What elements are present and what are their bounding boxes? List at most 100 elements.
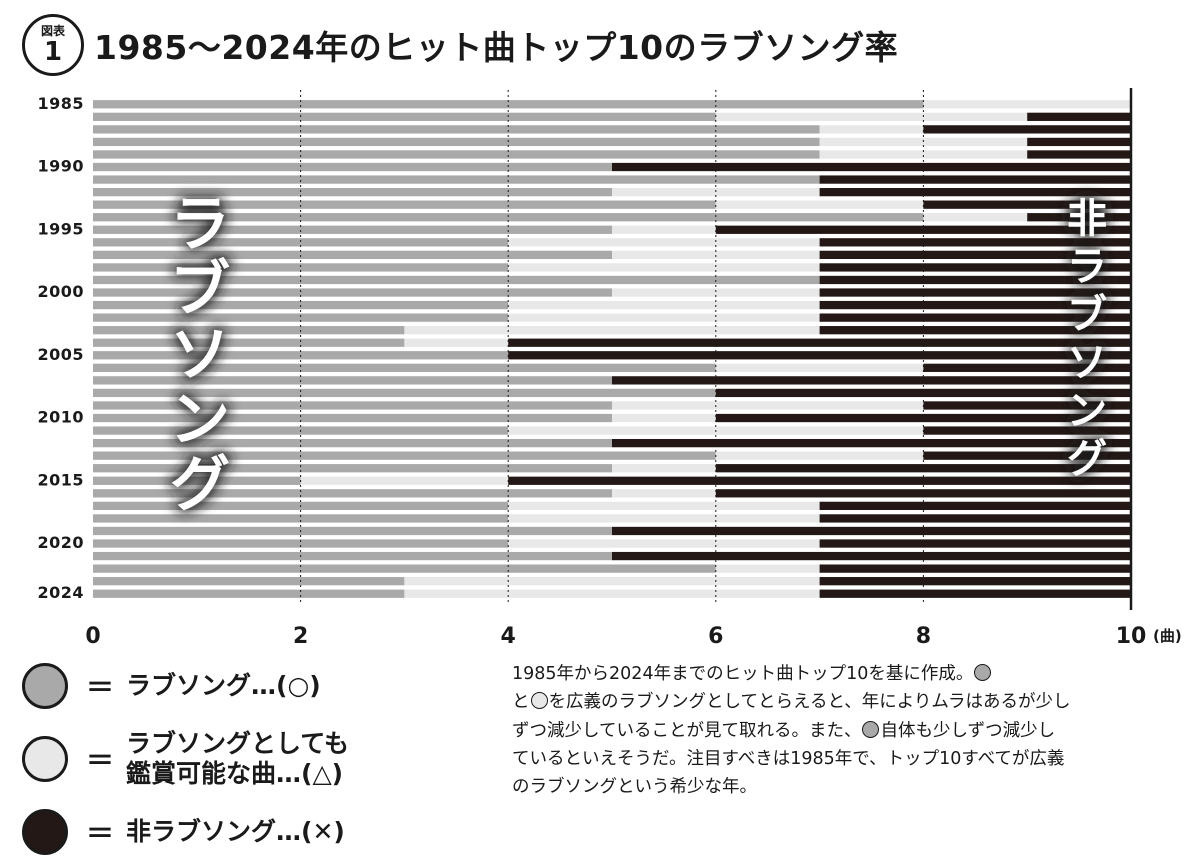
love-song-segment — [93, 551, 612, 561]
semi-love-song-segment — [508, 501, 820, 511]
overlay-character: ソ — [1067, 340, 1107, 386]
non-love-song-segment — [923, 426, 1131, 435]
non-love-song-segment — [923, 125, 1131, 134]
love-song-segment — [93, 338, 405, 347]
love-song-segment — [93, 451, 716, 460]
y-tick-label: 1995 — [37, 219, 84, 238]
semi-love-song-segment — [612, 401, 924, 410]
y-tick-label: 2005 — [37, 345, 84, 364]
love-song-segment — [93, 589, 405, 598]
legend: ＝ ラブソング…(○) ＝ ラブソングとしても 鑑賞可能な曲…(△) ＝ 非ラブ… — [22, 660, 492, 868]
non-love-song-segment — [715, 388, 1131, 398]
love-dot-icon — [862, 720, 880, 738]
overlay-character: ソ — [170, 320, 230, 390]
semi-love-song-segment — [612, 489, 716, 498]
love-song-segment — [93, 438, 612, 448]
legend-item-love: ＝ ラブソング…(○) — [22, 660, 492, 712]
non-love-song-segment — [923, 363, 1131, 372]
semi-love-song-segment — [508, 539, 820, 548]
love-song-segment — [93, 263, 509, 272]
semi-love-song-segment — [819, 150, 1028, 159]
love-song-segment — [93, 200, 716, 209]
x-tick-label: 0 — [85, 624, 100, 649]
love-song-segment — [93, 275, 820, 285]
x-tick-label: 4 — [501, 624, 516, 649]
stacked-bar-chart: 1985 1990 1995 2000 2005 2010 2015 2020 2024 0 2 4… — [37, 88, 1182, 649]
figure-badge-label: 図表 — [40, 24, 65, 38]
non-love-song-segment — [923, 200, 1131, 209]
non-love-song-segment — [819, 263, 1131, 272]
non-love-song-segment — [612, 526, 1131, 536]
legend-equals: ＝ — [86, 671, 115, 704]
figure-badge: 図表 1 — [22, 14, 84, 76]
semi-love-song-segment — [715, 451, 924, 460]
non-love-song-segment — [819, 313, 1131, 322]
non-love-song-segment — [819, 187, 1131, 197]
semi-love-song-segment — [715, 200, 924, 209]
semi-love-song-segment — [612, 464, 716, 473]
overlay-character: ン — [170, 385, 230, 455]
semi-love-song-segment — [819, 125, 924, 134]
love-song-segment — [93, 489, 612, 498]
semi-love-song-segment — [404, 577, 820, 586]
note-text-4: 自体も少しずつ減少しているといえそうだ。注目すべきは1985年で、トップ10すべ… — [512, 720, 1065, 798]
love-song-segment — [93, 413, 612, 423]
x-tick-label: 8 — [916, 624, 931, 649]
overlay-character: ブ — [1067, 292, 1107, 338]
love-song-segment — [93, 564, 716, 573]
non-love-song-segment — [715, 225, 1131, 234]
semi-love-song-segment — [508, 238, 820, 247]
love-song-segment — [93, 162, 612, 172]
semi-love-song-segment — [923, 213, 1028, 222]
legend-swatch-semi — [22, 736, 68, 782]
legend-swatch-love — [22, 663, 68, 709]
love-song-overlay-label: ラブソング — [170, 190, 230, 520]
love-song-segment — [93, 137, 820, 147]
non-love-song-segment — [819, 539, 1131, 548]
non-love-song-segment — [1027, 137, 1131, 147]
love-song-segment — [93, 476, 301, 485]
love-song-segment — [93, 526, 612, 536]
love-song-segment — [93, 577, 405, 586]
non-love-song-segment — [819, 514, 1131, 523]
overlay-character: ラ — [170, 190, 230, 260]
note-text-2: と — [512, 692, 530, 713]
love-song-segment — [93, 125, 820, 134]
x-axis-unit-label: (曲) — [1153, 627, 1182, 645]
non-love-song-segment — [612, 162, 1131, 172]
non-love-song-segment — [819, 564, 1131, 573]
semi-love-song-segment — [612, 225, 716, 234]
overlay-character: ン — [1067, 388, 1107, 434]
semi-love-song-segment — [508, 514, 820, 523]
non-love-song-segment — [612, 551, 1131, 561]
non-love-song-segment — [508, 351, 1131, 360]
love-song-segment — [93, 250, 612, 260]
overlay-character: グ — [170, 450, 230, 520]
non-love-song-segment — [819, 577, 1131, 586]
love-song-segment — [93, 363, 716, 372]
non-love-song-segment — [1027, 213, 1131, 222]
semi-love-song-segment — [404, 326, 820, 335]
semi-love-song-segment — [508, 300, 820, 310]
legend-label-non: 非ラブソング…(✕) — [126, 817, 345, 846]
non-love-song-overlay-label: 非ラブソング — [1067, 196, 1107, 482]
y-tick-label: 2015 — [37, 470, 84, 489]
x-tick-label: 6 — [708, 624, 723, 649]
legend-label-semi-line2: 鑑賞可能な曲…(△) — [126, 759, 344, 788]
y-tick-label: 2000 — [37, 282, 84, 301]
semi-love-song-segment — [508, 263, 820, 272]
overlay-character: グ — [1067, 436, 1107, 482]
non-love-song-segment — [923, 451, 1131, 460]
semi-love-song-segment — [404, 589, 820, 598]
semi-love-song-segment — [612, 288, 820, 297]
love-song-segment — [93, 175, 820, 184]
x-tick-label: 2 — [293, 624, 308, 649]
note-text-1: 1985年から2024年までのヒット曲トップ10を基に作成。 — [512, 664, 974, 684]
legend-label-love: ラブソング…(○) — [126, 671, 321, 700]
non-love-song-segment — [612, 438, 1131, 448]
love-song-segment — [93, 539, 509, 548]
semi-love-song-segment — [612, 413, 716, 423]
x-axis: 0 2 4 6 8 10 (曲) — [85, 624, 1181, 649]
love-song-segment — [93, 313, 509, 322]
non-love-song-segment — [819, 326, 1131, 335]
